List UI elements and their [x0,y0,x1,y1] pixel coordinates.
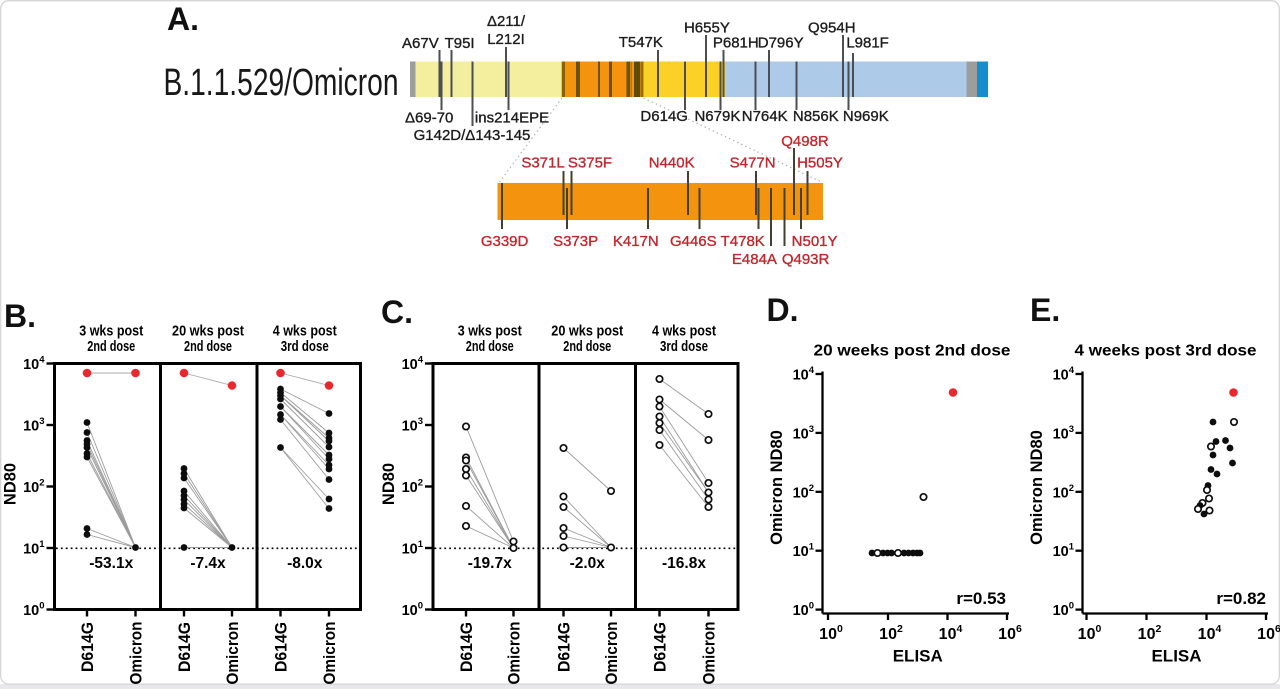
svg-text:100: 100 [1053,601,1074,620]
svg-text:N969K: N969K [843,108,889,125]
svg-text:2nd dose: 2nd dose [87,339,135,355]
svg-text:100: 100 [793,601,814,620]
svg-text:-2.0x: -2.0x [570,555,606,572]
svg-text:3rd dose: 3rd dose [660,339,708,355]
svg-text:3rd dose: 3rd dose [281,339,329,355]
svg-text:103: 103 [1053,424,1074,443]
svg-text:D.: D. [767,292,799,328]
svg-text:3 wks post: 3 wks post [458,324,522,340]
svg-text:ND80: ND80 [380,463,398,505]
svg-text:Δ211/: Δ211/ [487,13,526,30]
svg-text:4 wks post: 4 wks post [273,324,337,340]
svg-text:Q498R: Q498R [781,133,829,150]
svg-text:Omicron: Omicron [127,622,146,685]
svg-text:103: 103 [402,416,423,435]
svg-text:H655Y: H655Y [684,20,730,37]
svg-text:Δ69-70: Δ69-70 [405,110,453,127]
svg-text:N679K: N679K [694,108,740,125]
svg-text:102: 102 [793,483,814,502]
svg-text:Omicron: Omicron [320,622,339,685]
svg-text:Omicron: Omicron [223,622,242,685]
svg-text:20 weeks post 2nd dose: 20 weeks post 2nd dose [814,343,1011,360]
svg-text:3 wks post: 3 wks post [79,324,143,340]
svg-text:102: 102 [23,478,44,497]
svg-text:K417N: K417N [613,233,659,250]
svg-text:N764K: N764K [742,108,788,125]
svg-text:102: 102 [1053,483,1074,502]
svg-text:Omicron ND80: Omicron ND80 [1028,430,1046,545]
svg-text:L212I: L212I [487,31,525,48]
svg-text:ins214EPE: ins214EPE [475,110,549,127]
svg-text:r=0.82: r=0.82 [1216,589,1266,608]
svg-text:100: 100 [402,601,423,620]
svg-text:D614G: D614G [555,622,574,672]
svg-text:N440K: N440K [649,155,695,172]
svg-text:S477N: S477N [730,155,776,172]
svg-text:100: 100 [23,601,44,620]
svg-text:B.1.1.529/Omicron: B.1.1.529/Omicron [164,62,399,104]
svg-text:r=0.53: r=0.53 [956,589,1006,608]
svg-text:Omicron: Omicron [700,622,719,685]
svg-text:-53.1x: -53.1x [89,555,133,572]
svg-text:D614G: D614G [175,622,194,672]
svg-text:S373P: S373P [553,233,598,250]
svg-text:H505Y: H505Y [797,155,843,172]
svg-text:D614G: D614G [640,108,688,125]
svg-text:2nd dose: 2nd dose [184,339,232,355]
svg-text:ND80: ND80 [2,463,20,505]
svg-text:A.: A. [167,1,199,37]
svg-text:D614G: D614G [78,622,97,672]
svg-text:Q954H: Q954H [808,20,856,37]
svg-text:4 weeks post 3rd dose: 4 weeks post 3rd dose [1075,343,1257,360]
svg-text:Omicron ND80: Omicron ND80 [768,430,786,545]
svg-text:2nd dose: 2nd dose [466,339,514,355]
svg-text:D614G: D614G [651,622,670,672]
svg-text:Q493R: Q493R [782,251,830,268]
svg-text:T95I: T95I [445,35,475,52]
svg-text:D614G: D614G [272,622,291,672]
svg-text:Omicron: Omicron [602,622,621,685]
svg-text:106: 106 [1257,623,1280,643]
svg-text:D796Y: D796Y [758,35,804,52]
svg-text:20 wks post: 20 wks post [551,324,623,340]
svg-text:G339D: G339D [481,233,529,250]
svg-text:ELISA: ELISA [1151,647,1201,666]
svg-text:G446S: G446S [670,233,717,250]
svg-text:E484A: E484A [732,251,777,268]
svg-text:E.: E. [1030,292,1060,328]
svg-text:P681H: P681H [713,35,759,52]
svg-text:Omicron: Omicron [505,622,524,685]
svg-text:20 wks post: 20 wks post [172,324,244,340]
svg-text:-16.8x: -16.8x [662,555,706,572]
svg-text:C.: C. [381,294,413,330]
svg-text:G142D/Δ143-145: G142D/Δ143-145 [414,127,531,144]
svg-text:102: 102 [402,478,423,497]
svg-text:N856K: N856K [793,108,839,125]
svg-text:L981F: L981F [846,35,889,52]
svg-text:ELISA: ELISA [893,647,943,666]
svg-text:2nd dose: 2nd dose [563,339,611,355]
svg-text:4 wks post: 4 wks post [652,324,716,340]
svg-text:103: 103 [793,424,814,443]
svg-text:T547K: T547K [619,34,663,51]
svg-text:A67V: A67V [402,35,439,52]
svg-text:T478K: T478K [721,233,765,250]
svg-text:103: 103 [23,416,44,435]
svg-text:N501Y: N501Y [792,233,838,250]
svg-text:B.: B. [4,298,36,334]
svg-text:-19.7x: -19.7x [468,555,512,572]
svg-text:S371L: S371L [521,155,564,172]
svg-text:-7.4x: -7.4x [190,555,226,572]
svg-text:S375F: S375F [568,155,612,172]
svg-text:D614G: D614G [457,622,476,672]
svg-text:-8.0x: -8.0x [287,555,323,572]
